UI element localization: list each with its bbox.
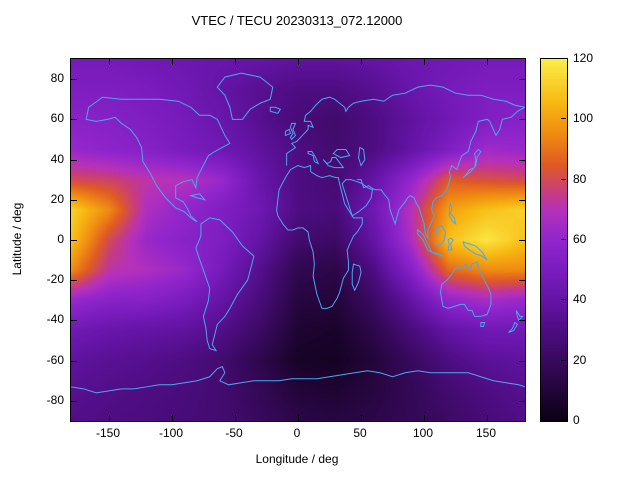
x-axis-label: Longitude / deg [255,452,339,466]
coast-ireland [285,129,290,135]
y-tick-mark [519,320,525,321]
y-tick-mark [519,280,525,281]
coast-borneo [435,226,445,246]
coast-new-zealand-north [516,310,522,320]
coast-north-america [86,97,230,222]
y-tick-label: 20 [50,192,64,206]
y-tick-mark [519,401,525,402]
colorbar-tick-label: 80 [573,172,587,186]
coast-sulawesi [448,238,453,250]
y-tick-mark [519,361,525,362]
y-tick-mark [519,79,525,80]
y-tick-mark [71,79,77,80]
colorbar-tick-mark [561,179,566,180]
coast-iceland [270,107,280,113]
colorbar-canvas [541,59,567,421]
colorbar-tick-label: 40 [573,292,587,306]
colorbar-tick-label: 20 [573,353,587,367]
coast-greenland [217,73,272,119]
x-tick-mark [424,415,425,421]
x-tick-label: 150 [475,426,497,440]
y-tick-mark [71,280,77,281]
plot-area [70,58,526,422]
coast-arabia [342,180,372,216]
coast-sumatra [418,230,432,252]
coast-new-guinea [463,242,487,260]
x-tick-mark [487,415,488,421]
coast-britain [290,123,295,139]
coast-south-america [196,218,254,351]
coast-greece [323,158,343,168]
colorbar-tick-label: 0 [573,413,580,427]
x-tick-label: 0 [293,426,301,440]
coast-australia [441,262,491,316]
coast-africa [277,166,363,309]
x-tick-mark [109,415,110,421]
y-tick-label: -80 [46,393,64,407]
heatmap-canvas [71,59,525,421]
colorbar-tick-mark [561,239,566,240]
y-tick-label: 40 [50,152,64,166]
y-tick-mark [71,240,77,241]
colorbar [540,58,568,422]
x-tick-label: 100 [412,426,434,440]
y-tick-mark [71,200,77,201]
x-tick-mark [235,415,236,421]
x-tick-mark [298,415,299,421]
x-tick-label: -100 [158,426,184,440]
y-tick-label: -20 [46,272,64,286]
y-tick-label: -60 [46,353,64,367]
coast-caspian-sea [359,147,365,165]
coast-tasmania [481,322,485,326]
x-tick-label: -50 [225,426,243,440]
coast-eurasia-north [287,85,525,165]
y-tick-mark [519,240,525,241]
colorbar-tick-mark [561,118,566,119]
coast-antarctica [71,367,525,393]
x-tick-mark [361,59,362,65]
coast-italy [308,152,318,164]
x-tick-mark [109,59,110,65]
x-tick-mark [487,59,488,65]
x-tick-mark [424,59,425,65]
x-tick-mark [172,415,173,421]
chart-title: VTEC / TECU 20230313_072.12000 [191,13,403,28]
coast-japan [463,150,481,178]
x-tick-mark [361,415,362,421]
colorbar-tick-label: 60 [573,232,587,246]
x-tick-mark [172,59,173,65]
y-tick-mark [71,361,77,362]
y-tick-mark [71,160,77,161]
y-tick-mark [71,320,77,321]
x-tick-label: 50 [353,426,367,440]
y-tick-label: 0 [57,232,64,246]
y-tick-mark [71,119,77,120]
coast-new-zealand-south [509,322,518,332]
x-tick-mark [298,59,299,65]
coast-philippines [449,204,455,224]
coast-java [432,252,443,256]
coast-madagascar [352,264,361,290]
coastlines [71,59,525,421]
y-tick-mark [519,200,525,201]
colorbar-tick-label: 120 [573,51,594,65]
colorbar-tick-mark [561,58,566,59]
coast-asia-east [357,107,525,238]
y-axis-label: Latitude / deg [10,202,24,276]
colorbar-tick-label: 100 [573,111,594,125]
y-tick-mark [519,119,525,120]
y-tick-mark [519,160,525,161]
y-tick-mark [71,401,77,402]
colorbar-tick-mark [561,360,566,361]
x-tick-mark [235,59,236,65]
y-tick-label: 80 [50,71,64,85]
colorbar-tick-mark [561,299,566,300]
x-tick-label: -150 [95,426,121,440]
y-tick-label: -40 [46,312,64,326]
coast-black-sea [333,150,349,158]
coast-cuba [191,194,205,200]
y-tick-label: 60 [50,111,64,125]
colorbar-tick-mark [561,420,566,421]
